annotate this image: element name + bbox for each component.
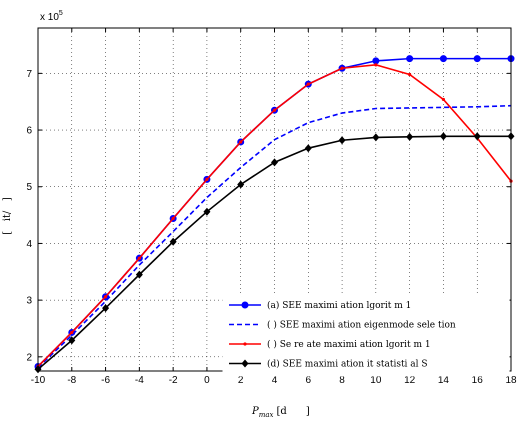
diamond-marker: [271, 158, 278, 167]
legend-label: (a) SEE maximi ation lgorit m 1: [267, 300, 411, 311]
y-exponent-power: 5: [59, 10, 63, 17]
y-tick-label: 2: [26, 352, 32, 363]
diamond-marker: [203, 207, 211, 216]
x-tick-label: 16: [472, 375, 484, 386]
x-tick-label: -2: [169, 375, 178, 386]
diamond-marker: [169, 237, 177, 246]
series-2: [37, 104, 512, 369]
x-tick-label: 8: [339, 375, 345, 386]
point-marker: [103, 295, 108, 299]
x-tick-label: 4: [272, 375, 278, 386]
x-tick-label: 2: [238, 375, 244, 386]
tick-labels: -10 -8 -6 -4 -2 0 2 4 6 8 10 12 14 16 18 2 3 4 5 6 7: [26, 28, 517, 386]
y-tick-label: 7: [26, 69, 32, 80]
circle-marker: [473, 55, 481, 63]
point-marker: [374, 63, 378, 67]
diamond-marker: [406, 132, 414, 141]
point-marker: [205, 177, 209, 181]
circle-marker: [406, 55, 414, 63]
legend-item: ( ) SEE maximi ation eigenmode sele tion: [229, 320, 456, 331]
legend-box: [222, 293, 510, 377]
circle-marker: [439, 55, 447, 63]
x-tick-label: -6: [101, 375, 110, 386]
y-exponent-label: x 105: [40, 10, 63, 23]
x-tick-label: 6: [306, 375, 312, 386]
x-axis-label: Pmax [d ]: [251, 406, 310, 419]
point-marker: [340, 66, 344, 70]
x-tick-label: -8: [67, 375, 76, 386]
y-tick-label: 4: [26, 239, 32, 250]
x-axis-label-unit: [d ]: [277, 406, 310, 417]
point-marker: [243, 342, 247, 346]
circle-marker: [241, 301, 249, 309]
diamond-marker: [241, 359, 249, 368]
x-tick-label: -10: [31, 375, 46, 386]
point-marker: [137, 256, 141, 260]
point-marker: [306, 82, 310, 86]
diamond-marker: [304, 144, 312, 153]
x-tick-label: -4: [135, 375, 144, 386]
series-4: [34, 132, 515, 374]
point-marker: [441, 97, 446, 102]
point-marker: [171, 216, 175, 221]
x-tick-label: 0: [204, 375, 210, 386]
diamond-marker: [372, 133, 380, 142]
diamond-marker: [473, 132, 481, 141]
legend-item: ( ) Se re ate maximi ation lgorit m 1: [229, 339, 431, 350]
series-group: [34, 55, 515, 374]
y-tick-label: 6: [26, 126, 32, 137]
y-tick-label: 5: [26, 182, 32, 193]
diamond-marker: [102, 304, 110, 313]
legend-item: (a) SEE maximi ation lgorit m 1: [229, 300, 411, 311]
diamond-marker: [439, 132, 447, 141]
x-tick-label: 18: [505, 375, 517, 386]
legend-item: (d) SEE maximi ation it statisti al S: [229, 359, 428, 370]
y-tick-label: 3: [26, 296, 32, 307]
diamond-marker: [68, 336, 76, 345]
legend-label: ( ) Se re ate maximi ation lgorit m 1: [267, 339, 431, 350]
legend: (a) SEE maximi ation lgorit m 1 ( ) SEE m…: [222, 293, 510, 377]
x-tick-label: 14: [438, 375, 450, 386]
point-marker: [70, 330, 74, 335]
diamond-marker: [338, 136, 346, 145]
x-tick-label: 12: [404, 375, 416, 386]
y-axis-label: [ it/ ]: [2, 197, 13, 235]
point-marker: [408, 72, 412, 77]
legend-label: ( ) SEE maximi ation eigenmode sele tion: [267, 320, 456, 331]
x-tick-label: 10: [370, 375, 382, 386]
legend-label: (d) SEE maximi ation it statisti al S: [267, 359, 428, 370]
point-marker: [239, 140, 243, 144]
x-axis-label-main: P: [251, 406, 259, 417]
point-marker: [272, 108, 277, 112]
diamond-marker: [135, 270, 143, 279]
series-2-line: [37, 104, 512, 369]
series-3: [36, 63, 513, 369]
diamond-marker: [237, 180, 245, 189]
circle-marker: [372, 57, 380, 65]
x-axis-label-sub: max: [259, 411, 274, 419]
